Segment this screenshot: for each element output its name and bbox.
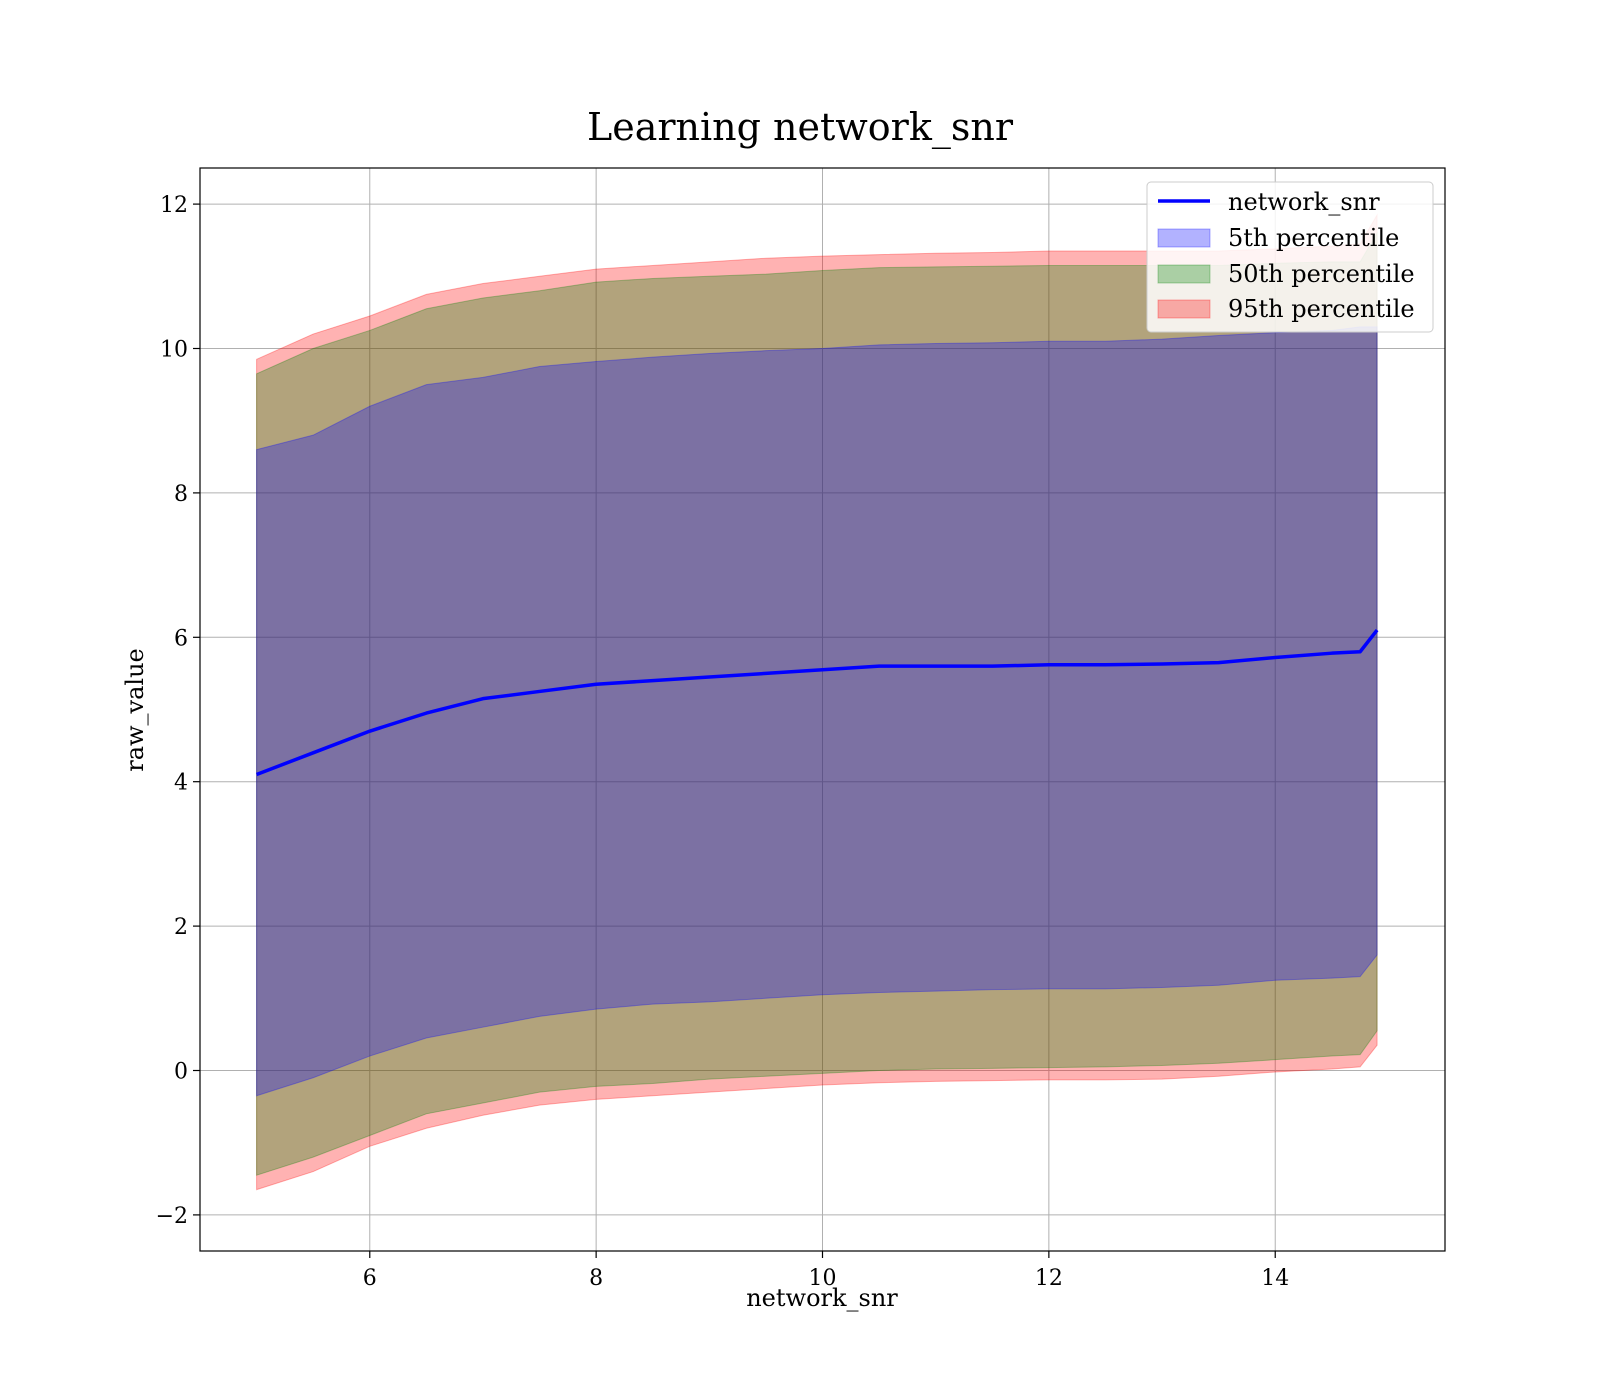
x-tick-label: 8 bbox=[589, 1266, 603, 1291]
y-tick-label: 10 bbox=[160, 338, 188, 363]
x-axis-label: network_snr bbox=[746, 1284, 898, 1312]
chart-title: Learning network_snr bbox=[587, 105, 1014, 150]
legend-swatch-5th bbox=[1157, 228, 1211, 248]
legend-box bbox=[1146, 181, 1434, 333]
legend: network_snr 5th percentile 50th percenti… bbox=[1146, 181, 1434, 333]
x-tick-label: 12 bbox=[1035, 1266, 1063, 1291]
x-tick-label: 14 bbox=[1261, 1266, 1289, 1291]
y-axis-ticks: −2 0 2 4 6 8 10 12 bbox=[156, 193, 200, 1229]
series-line-network-snr bbox=[255, 629, 1379, 777]
legend-label-line: network_snr bbox=[1228, 188, 1380, 216]
band-95th-percentile bbox=[256, 213, 1378, 1191]
x-axis-ticks: 6 8 10 12 14 bbox=[363, 1251, 1289, 1291]
legend-label-50th: 50th percentile bbox=[1228, 260, 1415, 288]
y-tick-label: 4 bbox=[174, 771, 188, 796]
band-50th-percentile bbox=[256, 231, 1378, 1176]
y-tick-label: 2 bbox=[174, 915, 188, 940]
x-tick-label: 10 bbox=[809, 1266, 837, 1291]
y-tick-label: 8 bbox=[174, 482, 188, 507]
legend-swatch-95th bbox=[1157, 299, 1211, 319]
y-tick-label: 12 bbox=[160, 193, 188, 218]
y-tick-label: −2 bbox=[156, 1204, 188, 1229]
legend-label-5th: 5th percentile bbox=[1228, 224, 1399, 252]
y-axis-label: raw_value bbox=[121, 648, 149, 772]
x-tick-label: 6 bbox=[363, 1266, 377, 1291]
legend-swatch-50th bbox=[1157, 264, 1211, 284]
percentile-bands bbox=[256, 213, 1378, 1191]
band-5th-percentile bbox=[256, 326, 1378, 1097]
legend-label-95th: 95th percentile bbox=[1228, 295, 1415, 323]
y-tick-label: 0 bbox=[174, 1060, 188, 1085]
line-layer bbox=[255, 629, 1379, 777]
y-tick-label: 6 bbox=[174, 626, 188, 651]
